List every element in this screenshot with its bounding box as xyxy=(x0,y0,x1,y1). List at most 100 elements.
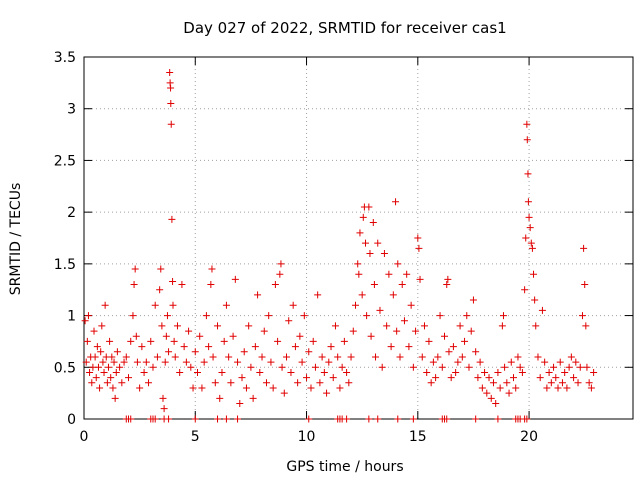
data-point xyxy=(340,337,348,345)
data-point xyxy=(412,327,420,335)
data-point xyxy=(108,353,116,361)
data-point xyxy=(208,265,216,273)
data-point xyxy=(147,337,155,345)
data-point xyxy=(166,69,174,77)
data-point xyxy=(191,415,199,423)
data-point xyxy=(94,363,102,371)
data-point xyxy=(458,353,466,361)
data-point xyxy=(392,198,400,206)
data-point xyxy=(526,224,534,232)
data-point xyxy=(354,260,362,268)
data-point xyxy=(161,358,169,366)
data-point xyxy=(503,379,511,387)
data-point xyxy=(524,170,532,178)
data-point xyxy=(227,379,235,387)
data-point xyxy=(182,358,190,366)
data-point xyxy=(170,337,178,345)
data-point xyxy=(355,270,363,278)
data-point xyxy=(403,270,411,278)
data-point xyxy=(452,368,460,376)
data-points xyxy=(81,69,598,423)
data-point xyxy=(365,203,373,211)
data-point xyxy=(398,281,406,289)
data-point xyxy=(425,337,433,345)
data-point xyxy=(366,250,374,258)
data-point xyxy=(93,343,101,351)
data-point xyxy=(91,353,99,361)
data-point xyxy=(187,363,195,371)
data-point xyxy=(149,363,157,371)
data-point xyxy=(525,213,533,221)
data-point xyxy=(523,136,531,144)
data-point xyxy=(552,374,560,382)
data-point xyxy=(418,353,426,361)
data-point xyxy=(407,301,415,309)
data-point xyxy=(489,379,497,387)
data-point xyxy=(258,353,266,361)
data-point xyxy=(178,281,186,289)
data-point xyxy=(158,322,166,330)
data-point xyxy=(362,239,370,247)
data-point xyxy=(349,327,357,335)
data-point xyxy=(516,363,524,371)
data-point xyxy=(481,368,489,376)
data-point xyxy=(113,348,121,356)
data-point xyxy=(394,415,402,423)
y-tick-label: 3 xyxy=(67,102,76,118)
data-point xyxy=(291,343,299,351)
data-point xyxy=(234,415,242,423)
data-point xyxy=(307,384,315,392)
data-point xyxy=(240,348,248,356)
data-point xyxy=(191,348,199,356)
data-point xyxy=(523,415,531,423)
data-point xyxy=(96,384,104,392)
data-point xyxy=(467,327,475,335)
data-point xyxy=(347,353,355,361)
data-point xyxy=(300,312,308,320)
data-point xyxy=(496,384,504,392)
data-point xyxy=(338,363,346,371)
data-point xyxy=(176,368,184,376)
data-point xyxy=(138,343,146,351)
y-tick-label: 0 xyxy=(67,412,76,428)
data-point xyxy=(316,379,324,387)
data-point xyxy=(547,379,555,387)
data-point xyxy=(151,415,159,423)
data-point xyxy=(585,379,593,387)
data-point xyxy=(545,368,553,376)
data-point xyxy=(262,379,270,387)
data-point xyxy=(590,368,598,376)
data-point xyxy=(116,363,124,371)
data-point xyxy=(461,337,469,345)
data-point xyxy=(530,270,538,278)
data-point xyxy=(140,368,148,376)
data-point xyxy=(283,353,291,361)
y-tick-label: 2 xyxy=(67,205,76,221)
data-point xyxy=(580,244,588,252)
data-point xyxy=(534,353,542,361)
data-point xyxy=(498,322,506,330)
data-point xyxy=(145,379,153,387)
data-point xyxy=(538,306,546,314)
data-point xyxy=(180,343,188,351)
y-tick-label: 3.5 xyxy=(54,50,76,66)
data-point xyxy=(570,374,578,382)
data-point xyxy=(294,379,302,387)
data-point xyxy=(380,250,388,258)
data-point xyxy=(173,322,181,330)
data-point xyxy=(409,363,417,371)
y-tick-label: 1.5 xyxy=(54,257,76,273)
data-point xyxy=(463,312,471,320)
data-point xyxy=(469,296,477,304)
data-point xyxy=(305,348,313,356)
data-point xyxy=(387,343,395,351)
data-point xyxy=(400,317,408,325)
data-point xyxy=(245,322,253,330)
data-point xyxy=(111,394,119,402)
data-point xyxy=(563,384,571,392)
data-point xyxy=(396,353,404,361)
data-point xyxy=(434,353,442,361)
data-point xyxy=(267,358,275,366)
data-point xyxy=(98,322,106,330)
data-point xyxy=(142,358,150,366)
